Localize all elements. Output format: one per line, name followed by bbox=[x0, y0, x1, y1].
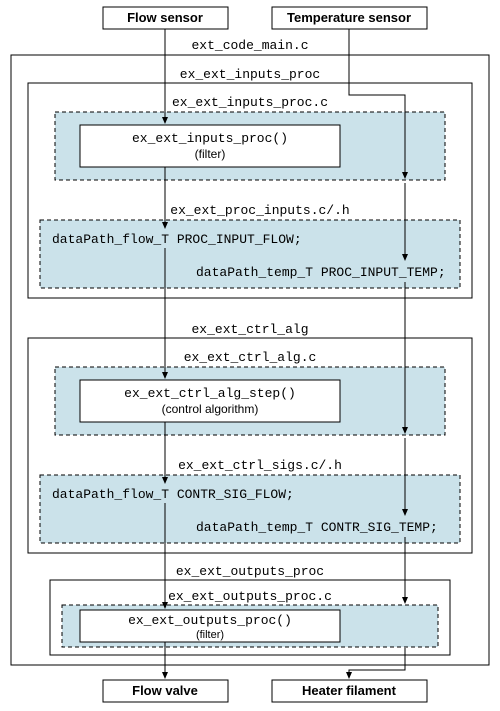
inputs-fn-sub: (filter) bbox=[195, 147, 226, 161]
code-architecture-diagram: Flow sensor Temperature sensor ext_code_… bbox=[0, 0, 500, 711]
flow-valve-label: Flow valve bbox=[132, 683, 198, 698]
outputs-fn-label: ex_ext_outputs_proc() bbox=[128, 613, 292, 628]
outputs-fn-sub: (filter) bbox=[196, 629, 224, 641]
var-temp-sig-label: dataPath_temp_T CONTR_SIG_TEMP; bbox=[196, 520, 438, 535]
outputs-proc-label: ex_ext_outputs_proc bbox=[176, 564, 324, 579]
inputs-vars-file-label: ex_ext_proc_inputs.c/.h bbox=[170, 203, 349, 218]
heater-label: Heater filament bbox=[302, 683, 397, 698]
var-flow-sig-label: dataPath_flow_T CONTR_SIG_FLOW; bbox=[52, 487, 294, 502]
ctrl-alg-c-label: ex_ext_ctrl_alg.c bbox=[184, 350, 317, 365]
var-temp-in-label: dataPath_temp_T PROC_INPUT_TEMP; bbox=[196, 265, 446, 280]
main-label: ext_code_main.c bbox=[191, 38, 308, 53]
temp-sensor-label: Temperature sensor bbox=[287, 10, 411, 25]
ctrl-alg-label: ex_ext_ctrl_alg bbox=[191, 322, 308, 337]
flow-sensor-label: Flow sensor bbox=[127, 10, 203, 25]
ctrl-fn-label: ex_ext_ctrl_alg_step() bbox=[124, 386, 296, 401]
ctrl-sigs-file-label: ex_ext_ctrl_sigs.c/.h bbox=[178, 458, 342, 473]
outputs-proc-c-label: ex_ext_outputs_proc.c bbox=[168, 589, 332, 604]
ctrl-fn-sub: (control algorithm) bbox=[162, 402, 259, 416]
inputs-proc-label: ex_ext_inputs_proc bbox=[180, 67, 320, 82]
inputs-proc-c-label: ex_ext_inputs_proc.c bbox=[172, 95, 328, 110]
inputs-fn-label: ex_ext_inputs_proc() bbox=[132, 131, 288, 146]
var-flow-in-label: dataPath_flow_T PROC_INPUT_FLOW; bbox=[52, 232, 302, 247]
